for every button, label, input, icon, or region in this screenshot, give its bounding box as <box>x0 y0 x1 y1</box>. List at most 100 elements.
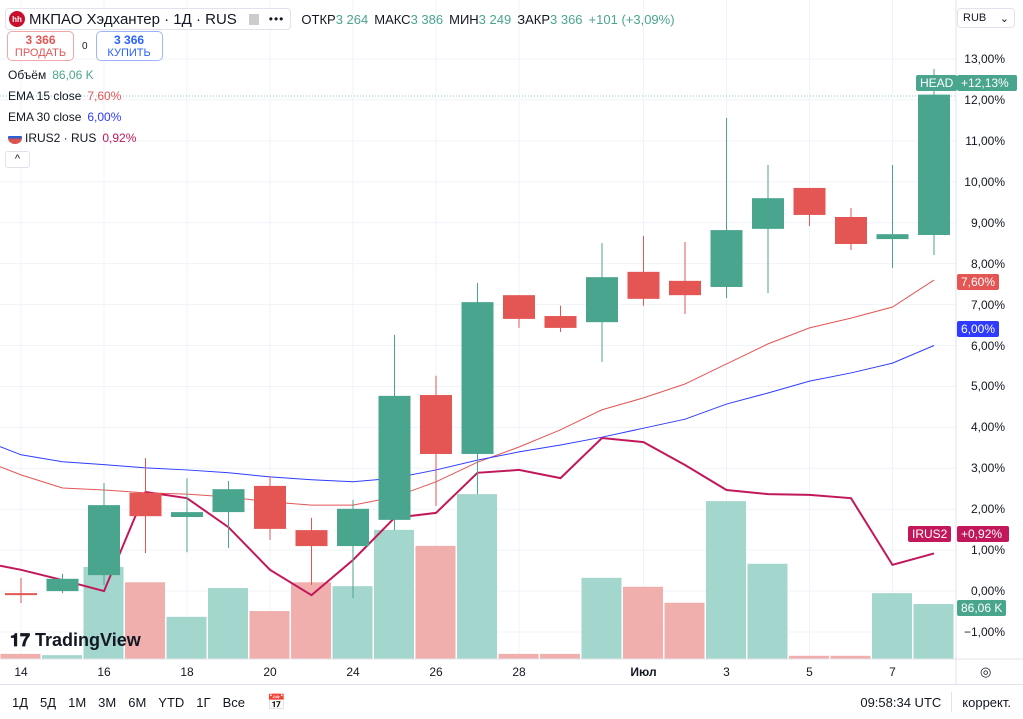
divider <box>951 692 953 712</box>
price-tick: 10,00% <box>964 174 1005 189</box>
period-button[interactable]: Все <box>222 694 245 710</box>
volume-bar <box>332 586 373 659</box>
sell-button[interactable]: 3 366 ПРОДАТЬ <box>7 31 74 61</box>
buy-price: 3 366 <box>114 33 145 47</box>
price-tick: 2,00% <box>970 502 1005 517</box>
date-tick: 16 <box>97 665 111 679</box>
price-tick: −1,00% <box>963 625 1005 640</box>
candle-body <box>835 216 867 245</box>
volume-bar <box>913 604 954 659</box>
date-tick: 3 <box>723 665 730 679</box>
candle-body <box>710 230 743 287</box>
ema15-axis-label: 7,60% <box>957 274 1000 290</box>
irus-value-label: +0,92% <box>957 526 1009 542</box>
compare-legend[interactable]: IRUS2 · RUS 0,92% <box>8 131 136 145</box>
bottom-toolbar: 1Д 5Д 1М 3М 6М YTD 1Г Все 📅 09:58:34 UTC коррек… <box>0 684 1023 719</box>
price-tick: 5,00% <box>970 379 1005 394</box>
price-tick: 4,00% <box>970 420 1005 435</box>
high-label: МАКС <box>374 11 411 27</box>
candle-body <box>918 94 950 235</box>
candle-body <box>88 505 120 576</box>
period-button[interactable]: YTD <box>158 694 185 710</box>
tradingview-watermark: 𝟏𝟕 TradingView <box>10 630 141 650</box>
symbol-title[interactable]: МКПАО Хэдхантер · 1Д · RUS <box>29 10 237 28</box>
price-tick: 13,00% <box>964 52 1005 66</box>
date-tick: 5 <box>806 665 813 679</box>
open-value: 3 264 <box>335 11 369 27</box>
candle-body <box>337 508 369 547</box>
price-tick: 12,00% <box>964 92 1005 107</box>
period-button[interactable]: 1Д <box>12 694 29 710</box>
candle-body <box>586 277 618 323</box>
date-tick: 18 <box>180 665 194 679</box>
candle-body <box>503 295 535 319</box>
adjust-button[interactable]: коррект. <box>962 694 1011 710</box>
date-tick: 7 <box>889 665 896 679</box>
clock-time[interactable]: 09:58:34 UTC <box>860 694 942 710</box>
ema15-legend[interactable]: EMA 15 close 7,60% <box>8 89 121 103</box>
volume-bar <box>208 588 248 659</box>
spread: 0 <box>82 40 88 52</box>
volume-bar <box>166 616 207 659</box>
ema15-label: EMA 15 close <box>8 89 82 103</box>
head-value-label: +12,13% <box>957 75 1017 91</box>
compare-label: IRUS2 · RUS <box>25 131 97 145</box>
period-button[interactable]: 6М <box>128 694 147 710</box>
volume-bar <box>664 602 705 659</box>
ema30-label: EMA 30 close <box>8 110 82 124</box>
candle-body <box>254 485 286 529</box>
period-button[interactable]: 1Г <box>196 694 211 710</box>
volume-bar <box>374 529 414 659</box>
compare-value: 0,92% <box>102 131 137 145</box>
ema15-line <box>0 279 935 506</box>
volume-bar <box>872 593 912 659</box>
candle-body <box>627 271 660 299</box>
candle-body <box>669 280 701 296</box>
candle-body <box>752 198 784 229</box>
settings-icon[interactable]: ◎ <box>980 664 992 679</box>
period-button[interactable]: 5Д <box>40 694 57 710</box>
volume-bar <box>789 655 829 659</box>
period-button[interactable]: 3М <box>98 694 117 710</box>
volume-bar <box>747 563 788 659</box>
price-chart[interactable] <box>0 0 1023 684</box>
sell-label: ПРОДАТЬ <box>14 47 67 59</box>
symbol-legend: hh МКПАО Хэдхантер · 1Д · RUS ••• ОТКР3 … <box>5 8 675 30</box>
company-logo: hh <box>9 11 25 27</box>
price-tick: 6,00% <box>970 338 1005 353</box>
volume-bar <box>581 577 622 659</box>
volume-legend[interactable]: Объём 86,06 K <box>8 68 94 82</box>
flag-icon[interactable] <box>248 13 259 25</box>
candle-body <box>420 395 452 454</box>
symbol-title-bar[interactable]: hh МКПАО Хэдхантер · 1Д · RUS ••• <box>5 8 292 30</box>
ema30-legend[interactable]: EMA 30 close 6,00% <box>8 110 121 124</box>
candle-body <box>378 395 411 520</box>
low-value: 3 249 <box>478 11 512 27</box>
candle-body <box>46 578 79 592</box>
buy-label: КУПИТЬ <box>107 47 151 59</box>
currency-select[interactable]: RUB ⌄ <box>957 8 1015 28</box>
currency-value: RUB <box>963 12 987 24</box>
volume-bar <box>415 545 456 659</box>
price-tick: 11,00% <box>965 133 1005 148</box>
volume-value: 86,06 K <box>52 68 94 82</box>
date-tick: 28 <box>512 665 526 679</box>
close-value: 3 366 <box>550 11 583 27</box>
high-value: 3 386 <box>410 11 444 27</box>
period-button[interactable]: 1М <box>68 694 87 710</box>
price-tick: 0,00% <box>970 584 1005 599</box>
collapse-legend-button[interactable]: ^ <box>5 151 30 168</box>
watermark-text: TradingView <box>35 630 141 650</box>
ohlc-values: ОТКР3 264 МАКС3 386 МИН3 249 ЗАКР3 366 +… <box>301 12 674 27</box>
low-label: МИН <box>449 11 479 27</box>
head-name-label: HEAD <box>916 75 958 91</box>
volume-bar <box>830 655 871 659</box>
volume-bar <box>42 655 82 659</box>
volume-bar <box>623 586 663 659</box>
open-label: ОТКР <box>301 11 336 27</box>
date-range-icon[interactable]: 📅 <box>266 694 286 711</box>
candle-body <box>212 489 245 513</box>
more-icon[interactable]: ••• <box>268 12 285 26</box>
buy-button[interactable]: 3 366 КУПИТЬ <box>95 31 163 61</box>
volume-bar <box>498 653 539 659</box>
